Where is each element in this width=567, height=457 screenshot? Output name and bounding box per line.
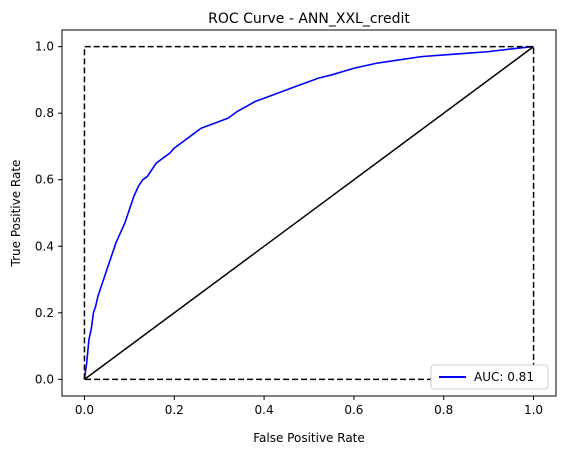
x-tick-label: 1.0	[524, 403, 543, 417]
y-tick-label: 0.4	[35, 239, 54, 253]
x-tick-label: 0.4	[255, 403, 274, 417]
x-tick-label: 0.8	[434, 403, 453, 417]
series-layer	[83, 45, 535, 381]
legend-label-auc: AUC: 0.81	[474, 370, 534, 384]
perfect-classifier-box	[83, 45, 535, 381]
x-axis-label: False Positive Rate	[253, 431, 365, 445]
y-tick-label: 0.0	[35, 372, 54, 386]
x-tick-label: 0.2	[165, 403, 184, 417]
random-baseline-line	[84, 46, 534, 380]
roc-curve-line	[83, 45, 534, 380]
x-tick-label: 0.6	[344, 403, 363, 417]
y-tick-label: 0.2	[35, 306, 54, 320]
y-tick-label: 0.6	[35, 173, 54, 187]
chart-title: ROC Curve - ANN_XXL_credit	[208, 11, 410, 27]
legend: AUC: 0.81	[430, 364, 549, 390]
axis-layer: 0.0 0.2 0.4 0.6 0.8 1.0 0.0 0.2 0.4 0.6 0.8 1.0	[35, 40, 543, 417]
legend-box	[430, 364, 549, 390]
x-tick-label: 0.0	[75, 403, 94, 417]
plot-area-frame	[61, 29, 557, 397]
y-tick-label: 0.8	[35, 106, 54, 120]
y-axis-label: True Positive Rate	[9, 160, 23, 268]
y-tick-label: 1.0	[35, 40, 54, 54]
